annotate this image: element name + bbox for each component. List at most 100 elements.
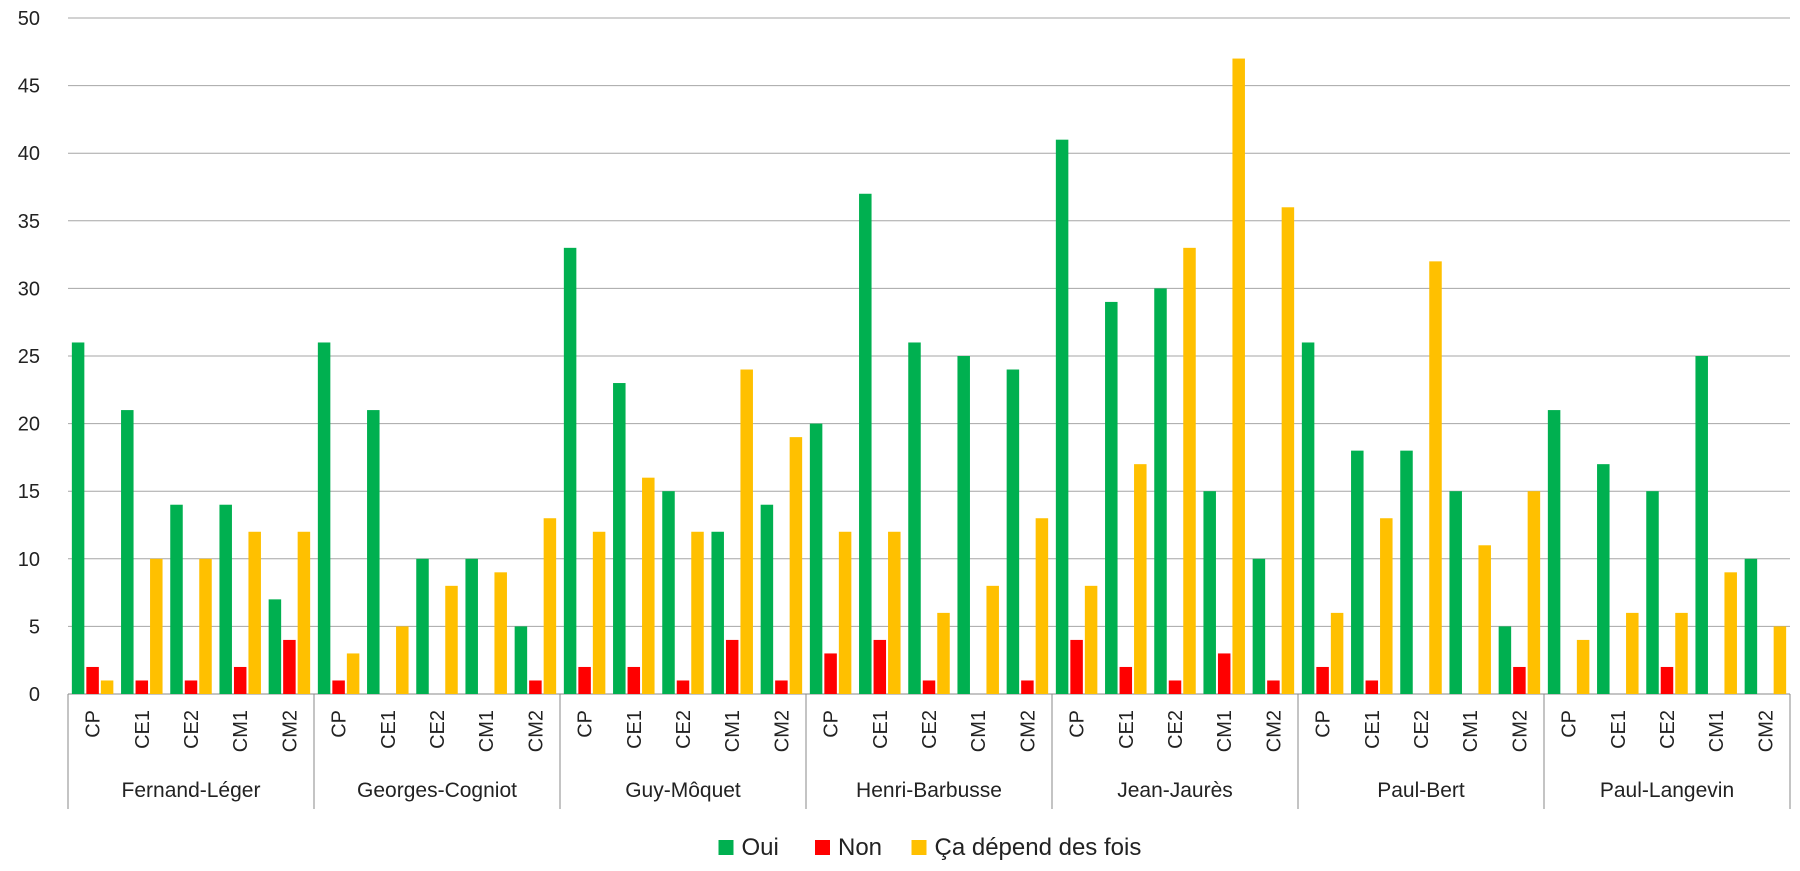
bar-Ça dépend des fois-Jean-Jaurès-CP [1084,585,1098,694]
bar-Non-Jean-Jaurès-CM2 [1267,680,1280,694]
y-tick-label: 20 [18,414,40,436]
y-tick-label: 10 [18,549,40,571]
x-category-label: CM1 [968,710,990,752]
x-category-label: CM1 [1460,710,1482,752]
bar-Oui-Paul-Langevin-CM1 [1695,356,1708,694]
bar-Non-Georges-Cogniot-CP [332,680,345,694]
bar-Oui-Guy-Môquet-CM1 [711,531,724,694]
x-group-label: Paul-Bert [1377,779,1465,802]
bar-Ça dépend des fois-Georges-Cogniot-CP [346,653,360,694]
y-tick-label: 25 [18,346,40,368]
bar-Oui-Paul-Langevin-CM2 [1744,558,1758,694]
x-category-label: CE1 [870,710,892,749]
bar-Ça dépend des fois-Georges-Cogniot-CM1 [494,572,507,694]
x-category-label: CE2 [427,710,449,749]
legend-label: Oui [742,834,779,861]
bar-Ça dépend des fois-Paul-Langevin-CM1 [1724,572,1737,694]
bar-Ça dépend des fois-Guy-Môquet-CE1 [642,477,655,694]
bar-Ça dépend des fois-Paul-Langevin-CE2 [1675,612,1688,694]
y-tick-label: 35 [18,211,40,233]
x-category-label: CE1 [378,710,400,749]
x-category-label: CM2 [1509,710,1531,752]
bar-Oui-Paul-Langevin-CP [1547,410,1561,694]
bar-Non-Guy-Môquet-CM1 [725,639,739,694]
bar-Non-Guy-Môquet-CE1 [627,666,641,694]
x-group-label: Fernand-Léger [122,779,261,802]
bar-Oui-Fernand-Léger-CM1 [219,504,232,694]
bar-Oui-Guy-Môquet-CP [563,247,577,694]
bar-Ça dépend des fois-Georges-Cogniot-CM2 [543,518,557,694]
bar-Oui-Georges-Cogniot-CM1 [465,558,478,694]
bar-Oui-Jean-Jaurès-CM2 [1252,558,1266,694]
bar-Non-Henri-Barbusse-CE2 [922,680,936,694]
x-group-label: Jean-Jaurès [1117,779,1233,802]
bar-Ça dépend des fois-Guy-Môquet-CM1 [740,369,753,694]
legend-swatch-Non [815,840,830,855]
bar-Oui-Paul-Bert-CM1 [1449,491,1462,694]
bar-Ça dépend des fois-Henri-Barbusse-CE2 [937,612,950,694]
bar-Non-Guy-Môquet-CM2 [775,680,788,694]
x-group-label: Guy-Môquet [625,779,741,802]
bar-Non-Fernand-Léger-CE2 [184,680,198,694]
bar-Non-Fernand-Léger-CM2 [283,639,296,694]
bar-Oui-Fernand-Léger-CM2 [268,599,282,694]
y-tick-label: 40 [18,143,40,165]
bar-Ça dépend des fois-Fernand-Léger-CP [100,680,114,694]
legend: Oui Non Ça dépend des fois [718,834,1142,861]
x-category-label: CM1 [722,710,744,752]
x-category-label: CE2 [919,710,941,749]
y-tick-label: 15 [18,481,40,503]
bar-Ça dépend des fois-Paul-Langevin-CE1 [1626,612,1639,694]
bar-Non-Henri-Barbusse-CE1 [873,639,887,694]
x-category-label: CM1 [1214,710,1236,752]
bar-Oui-Henri-Barbusse-CP [809,423,823,694]
bar-Non-Henri-Barbusse-CM2 [1021,680,1034,694]
bar-Ça dépend des fois-Henri-Barbusse-CM2 [1035,518,1049,694]
bar-Oui-Jean-Jaurès-CE2 [1154,288,1167,694]
y-tick-label: 0 [29,684,40,706]
bar-Oui-Jean-Jaurès-CE1 [1105,301,1118,694]
y-axis: 0 5 10 15 20 25 30 35 40 45 50 [18,8,40,706]
bar-Non-Jean-Jaurès-CM1 [1217,653,1231,694]
bars [71,58,1787,695]
bar-Ça dépend des fois-Paul-Bert-CE2 [1429,261,1442,694]
bar-Non-Henri-Barbusse-CP [824,653,837,694]
bar-Non-Guy-Môquet-CP [578,666,591,694]
bar-Oui-Paul-Bert-CE1 [1351,450,1364,694]
bar-Oui-Georges-Cogniot-CE1 [367,410,380,694]
x-category-label: CM1 [476,710,498,752]
bar-Oui-Jean-Jaurès-CM1 [1203,491,1216,694]
x-axis: CP CE1 CE2 CM1 CM2 Fernand-Léger CP CE1 CE2 CM1 CM… [67,694,1791,809]
gridlines [68,17,1790,695]
x-category-label: CP [575,710,597,738]
bar-Oui-Guy-Môquet-CE2 [662,491,675,694]
x-category-label: CM2 [1017,710,1039,752]
bar-Ça dépend des fois-Fernand-Léger-CE2 [199,558,212,694]
x-category-label: CP [329,710,351,738]
bar-Ça dépend des fois-Paul-Bert-CM1 [1478,545,1491,694]
bar-Ça dépend des fois-Guy-Môquet-CM2 [789,437,803,694]
legend-label: Ça dépend des fois [935,834,1142,861]
bar-Oui-Henri-Barbusse-CE1 [859,193,872,694]
x-category-label: CE1 [1608,710,1630,749]
bar-Ça dépend des fois-Georges-Cogniot-CE1 [396,626,409,694]
bar-Non-Paul-Bert-CP [1316,666,1329,694]
bar-Oui-Jean-Jaurès-CP [1055,139,1069,694]
x-group-label: Paul-Langevin [1600,779,1734,802]
bar-Non-Paul-Langevin-CE2 [1660,666,1674,694]
x-category-label: CP [1313,710,1335,738]
x-category-label: CE2 [1657,710,1679,749]
bar-Ça dépend des fois-Fernand-Léger-CM1 [248,531,261,694]
bar-Oui-Fernand-Léger-CP [71,342,85,694]
bar-Ça dépend des fois-Paul-Langevin-CM2 [1773,626,1787,694]
bar-Non-Jean-Jaurès-CE2 [1168,680,1182,694]
x-category-label: CM2 [771,710,793,752]
bar-Ça dépend des fois-Georges-Cogniot-CE2 [445,585,458,694]
y-tick-label: 50 [18,8,40,30]
x-category-label: CM2 [1755,710,1777,752]
bar-Non-Fernand-Léger-CP [86,666,99,694]
bar-Ça dépend des fois-Fernand-Léger-CM2 [297,531,311,694]
bar-Ça dépend des fois-Jean-Jaurès-CE2 [1183,247,1196,694]
bar-Oui-Paul-Langevin-CE2 [1646,491,1659,694]
